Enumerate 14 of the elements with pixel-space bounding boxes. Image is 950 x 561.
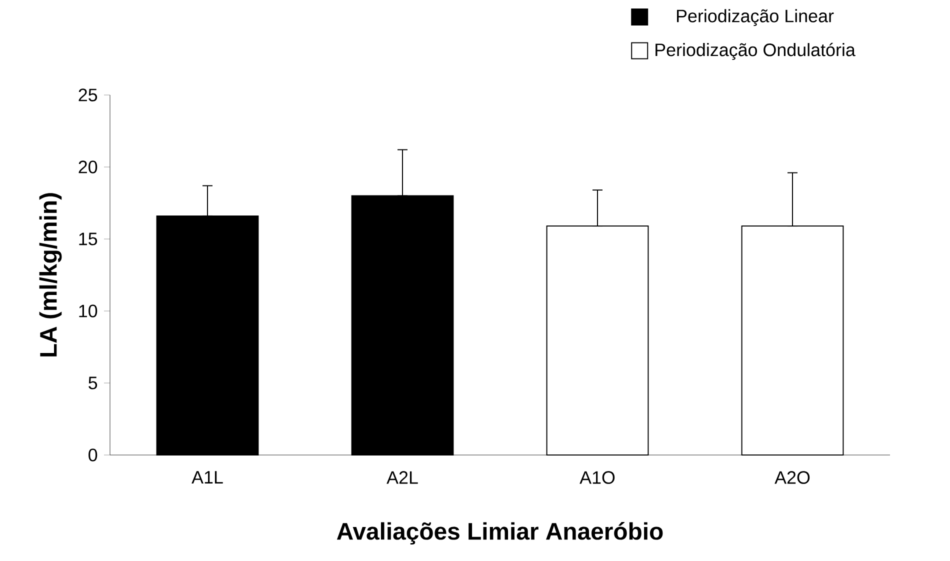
y-axis-title: LA (ml/kg/min) — [39, 193, 62, 356]
y-tick-label: 10 — [79, 304, 98, 318]
x-tick-label: A2O — [774, 471, 810, 484]
x-tick-label: A1O — [580, 471, 615, 484]
x-tick-label: A2L — [386, 471, 418, 484]
y-tick-label: 20 — [78, 160, 98, 174]
legend-label: Periodização Ondulatória — [656, 42, 856, 60]
legend-label: Periodização Linear — [677, 9, 834, 26]
y-tick-label: 25 — [78, 88, 98, 102]
y-tick-label: 5 — [88, 376, 98, 390]
y-tick-label: 0 — [88, 448, 98, 462]
x-axis-title: Avaliações Limiar Anaeróbio — [336, 522, 663, 545]
x-tick-label: A1L — [192, 471, 223, 484]
y-tick-label: 15 — [79, 232, 98, 246]
